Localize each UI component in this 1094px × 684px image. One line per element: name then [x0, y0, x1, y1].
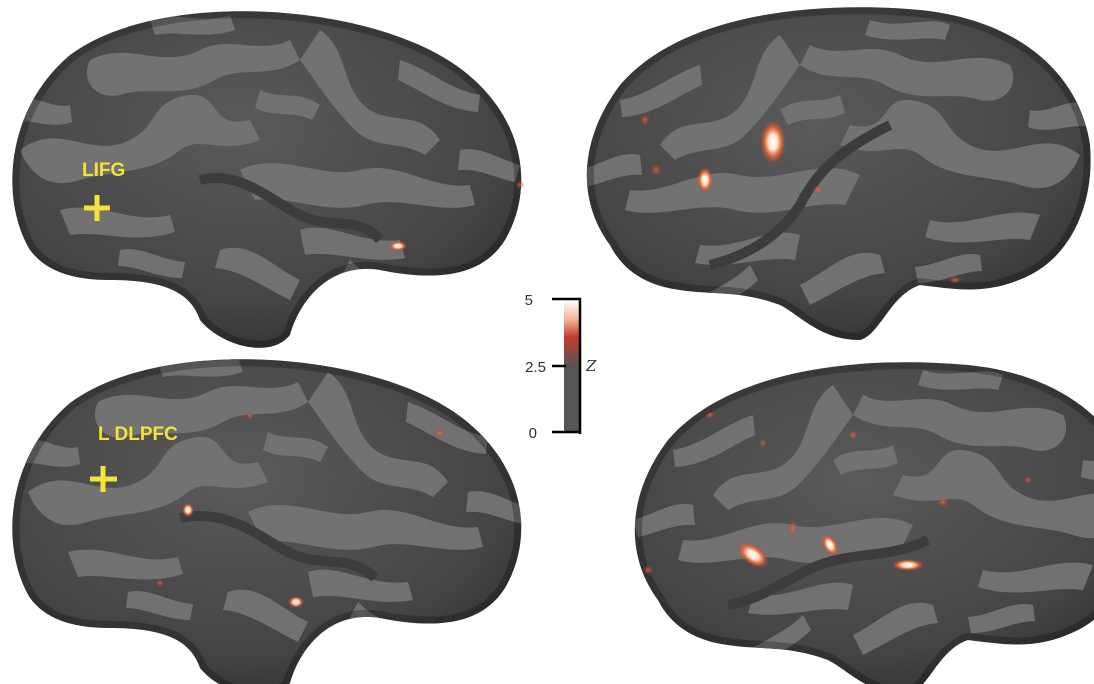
- colorbar-tick-mid: 2.5: [525, 359, 546, 376]
- activation-blob: [434, 428, 446, 438]
- activation-blob: [788, 518, 798, 538]
- activation-blob: [812, 186, 824, 194]
- activation-blob: [650, 164, 662, 176]
- colorbar-gradient: [564, 300, 580, 433]
- colorbar-tick-max: 5: [525, 292, 533, 309]
- activation-blob: [892, 559, 924, 571]
- activation-blob: [949, 276, 961, 284]
- activation-blob: [821, 534, 839, 556]
- activation-blob: [643, 565, 653, 575]
- z-colorbar: 5 2.5 0 Z: [525, 292, 597, 442]
- activation-blob: [288, 596, 304, 608]
- brain-right-hemisphere-top: [586, 7, 1091, 340]
- brain-left-hemisphere-bottom: L DLPFC: [12, 359, 522, 684]
- activation-blob: [848, 430, 858, 440]
- brain-right-hemisphere-bottom: [634, 362, 1094, 684]
- activation-blob: [182, 503, 194, 517]
- activation-blob: [640, 114, 650, 126]
- activation-blob: [697, 167, 713, 193]
- activation-blob: [1024, 476, 1032, 484]
- activation-blob: [937, 497, 949, 507]
- activation-blob: [759, 439, 767, 447]
- activation-blob: [156, 579, 164, 587]
- crosshair-marker: [84, 195, 110, 221]
- region-label-l-dlpfc: L DLPFC: [98, 424, 178, 445]
- activation-blob: [389, 241, 407, 251]
- activation-blob: [246, 412, 254, 420]
- activation-blob: [760, 120, 786, 164]
- colorbar-tick-min: 0: [529, 425, 537, 442]
- colorbar-title: Z: [585, 357, 597, 375]
- activation-blob: [515, 181, 525, 189]
- crosshair-marker: [90, 466, 117, 492]
- brain-left-hemisphere-top: LIFG: [12, 11, 525, 348]
- activation-blob: [705, 411, 715, 419]
- region-label-lifg: LIFG: [82, 160, 125, 181]
- activation-blob: [737, 541, 769, 569]
